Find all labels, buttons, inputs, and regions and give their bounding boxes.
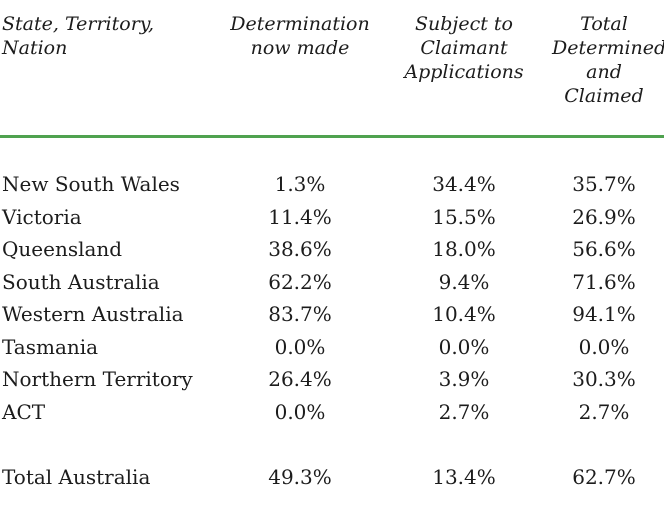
total-value: 0.0% [578, 334, 630, 359]
row-label: South Australia [2, 269, 160, 294]
determined-value: 62.2% [268, 269, 332, 294]
determined-value: 49.3% [268, 465, 332, 489]
total-value: 30.3% [572, 367, 636, 391]
table-row: Tasmania 0.0% 0.0% 0.0% [0, 331, 664, 364]
column-header-state-territory-nation: State, Territory, Nation [2, 13, 155, 59]
table-row: Northern Territory 26.4% 3.9% 30.3% [0, 363, 664, 396]
row-label: Victoria [2, 204, 82, 229]
claimant-value: 18.0% [432, 237, 496, 261]
total-value: 94.1% [572, 302, 636, 326]
claimant-value: 13.4% [432, 465, 496, 489]
table-body: New South Wales 1.3% 34.4% 35.7% Victori… [0, 168, 664, 494]
determined-value: 0.0% [274, 334, 326, 359]
claimant-value: 3.9% [438, 367, 490, 391]
claimant-value: 0.0% [438, 334, 490, 359]
row-label: Tasmania [2, 334, 99, 359]
table-row: Queensland 38.6% 18.0% 56.6% [0, 233, 664, 266]
total-value: 35.7% [572, 172, 636, 196]
row-label: Northern Territory [2, 367, 193, 391]
determined-value: 0.0% [274, 399, 326, 424]
table-row: South Australia 62.2% 9.4% 71.6% [0, 266, 664, 299]
determined-value: 26.4% [268, 367, 332, 391]
claimant-value: 10.4% [432, 302, 496, 326]
table-total-row: Total Australia 49.3% 13.4% 62.7% [0, 461, 664, 494]
claimant-value: 9.4% [438, 269, 490, 294]
table-header-row: State, Territory, Nation Determination n… [0, 0, 664, 108]
row-label: Total Australia [2, 465, 151, 489]
total-value: 71.6% [572, 269, 636, 294]
determined-value: 11.4% [268, 204, 332, 229]
determined-value: 1.3% [274, 172, 326, 196]
claimant-value: 2.7% [438, 399, 490, 424]
total-value: 2.7% [578, 399, 630, 424]
header-divider [0, 135, 664, 138]
table-row: ACT 0.0% 2.7% 2.7% [0, 396, 664, 429]
row-label: Queensland [2, 237, 123, 261]
column-header-total-determined-and-claimed: Total Determined and Claimed [552, 13, 664, 107]
total-value: 26.9% [572, 204, 636, 229]
claimant-value: 34.4% [432, 172, 496, 196]
column-header-subject-to-claimant-applications: Subject to Claimant Applications [404, 13, 524, 83]
table-row: Western Australia 83.7% 10.4% 94.1% [0, 298, 664, 331]
claimant-value: 15.5% [432, 204, 496, 229]
row-label: Western Australia [2, 302, 184, 326]
determined-value: 83.7% [268, 302, 332, 326]
determined-value: 38.6% [268, 237, 332, 261]
table-row: New South Wales 1.3% 34.4% 35.7% [0, 168, 664, 201]
row-label: ACT [2, 399, 46, 424]
row-label: New South Wales [2, 172, 180, 196]
total-value: 62.7% [572, 465, 636, 489]
column-header-determination-now-made: Determination now made [230, 13, 370, 59]
total-value: 56.6% [572, 237, 636, 261]
table-row: Victoria 11.4% 15.5% 26.9% [0, 201, 664, 234]
spacer-row [0, 428, 664, 461]
